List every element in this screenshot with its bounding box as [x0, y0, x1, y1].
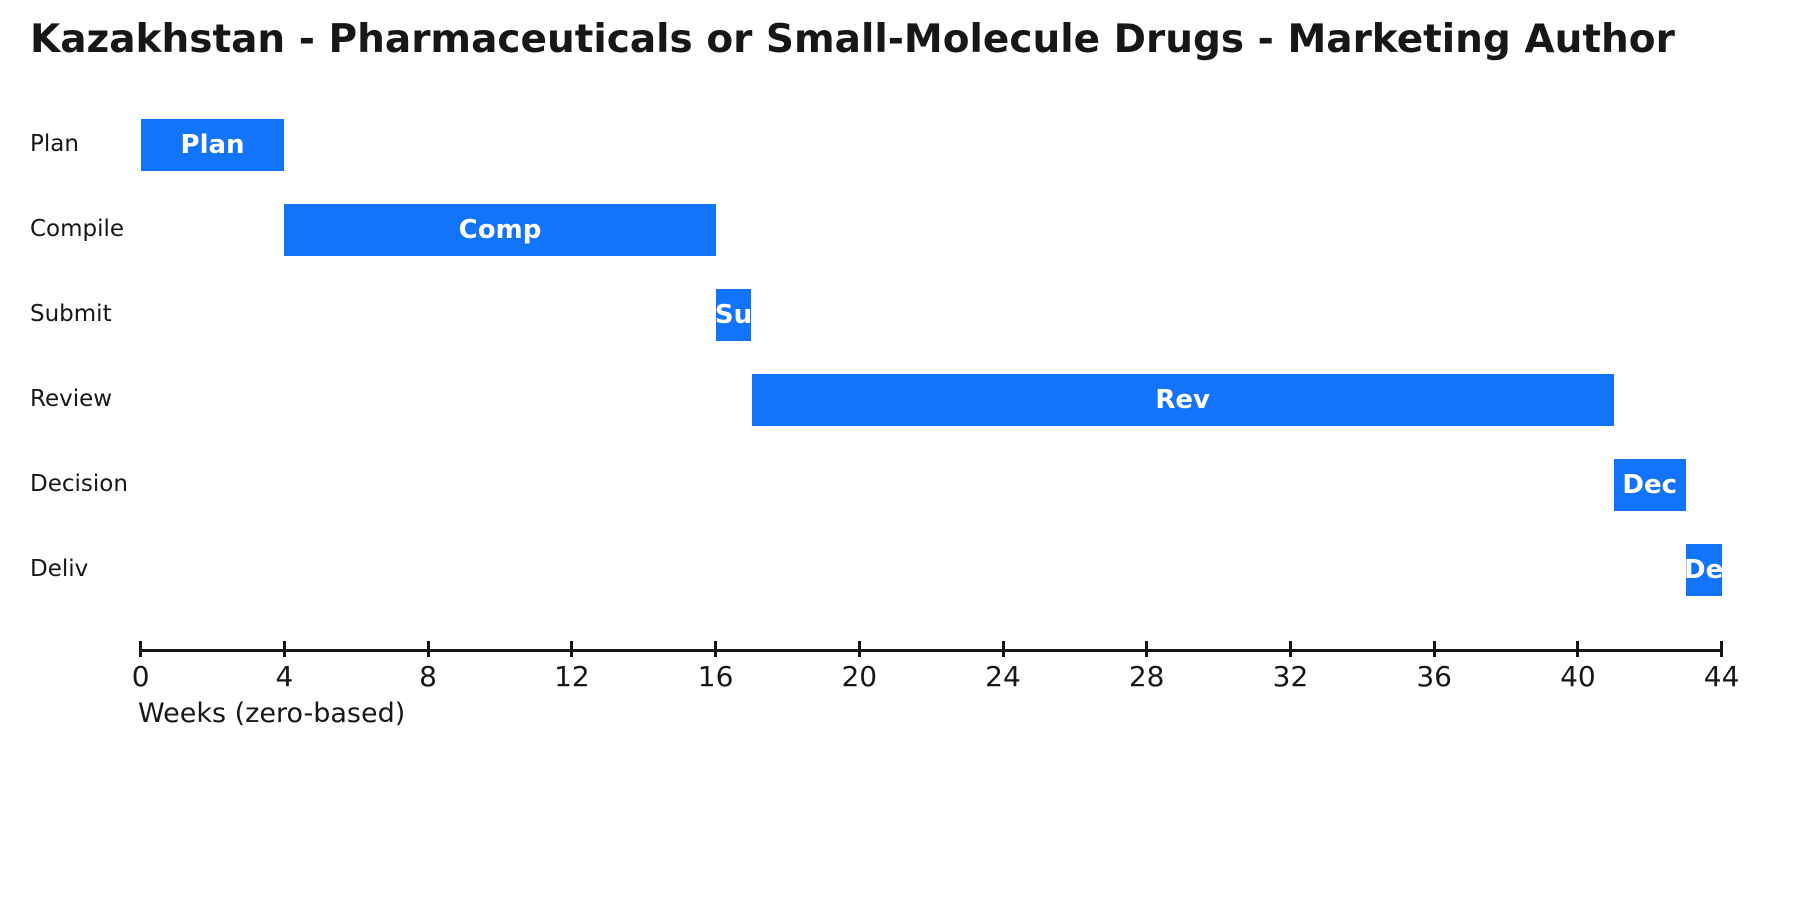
x-axis-tick-32	[1289, 641, 1292, 657]
x-axis-label: Weeks (zero-based)	[138, 698, 406, 729]
row-label-review: Review	[30, 385, 113, 412]
gantt-bar-compile: Comp	[284, 204, 716, 256]
gantt-bar-decision: Dec	[1613, 459, 1686, 511]
x-axis-tick-36	[1432, 641, 1436, 657]
row-label-plan: Plan	[30, 130, 79, 157]
x-axis-tick-label-40: 40	[1560, 660, 1596, 693]
x-axis-tick-40	[1576, 641, 1580, 657]
x-axis-tick-label-0: 0	[131, 660, 150, 693]
x-axis-tick-0	[139, 641, 143, 657]
x-axis-tick-28	[1145, 641, 1149, 657]
chart-title: Kazakhstan - Pharmaceuticals or Small-Mo…	[30, 17, 1675, 62]
x-axis-line	[139, 649, 1724, 652]
x-axis-tick-label-20: 20	[841, 660, 878, 693]
x-axis-tick-label-12: 12	[554, 660, 590, 693]
row-label-decision: Decision	[30, 470, 128, 497]
x-axis-tick-20	[857, 641, 861, 657]
x-axis-tick-16	[714, 641, 718, 657]
x-axis-tick-label-28: 28	[1128, 660, 1165, 693]
x-axis-tick-4	[282, 641, 286, 657]
x-axis-tick-8	[426, 641, 430, 657]
gantt-bar-deliv: De	[1685, 544, 1722, 596]
x-axis-tick-12	[570, 641, 574, 657]
x-axis-tick-label-44: 44	[1703, 660, 1740, 693]
x-axis-tick-label-24: 24	[985, 660, 1021, 693]
x-axis-tick-label-16: 16	[697, 660, 734, 693]
x-axis-tick-label-36: 36	[1416, 660, 1453, 693]
x-axis-tick-label-4: 4	[275, 660, 294, 693]
x-axis-tick-label-8: 8	[419, 660, 438, 693]
x-axis-tick-44	[1720, 641, 1724, 657]
x-axis-tick-24	[1001, 641, 1005, 657]
gantt-bar-review: Rev	[751, 374, 1614, 426]
gantt-bar-submit: Su	[715, 289, 752, 341]
row-label-deliv: Deliv	[30, 555, 89, 582]
row-label-submit: Submit	[30, 300, 112, 327]
gantt-bar-plan: Plan	[140, 119, 285, 171]
row-label-compile: Compile	[30, 215, 125, 242]
x-axis-tick-label-32: 32	[1272, 660, 1309, 693]
